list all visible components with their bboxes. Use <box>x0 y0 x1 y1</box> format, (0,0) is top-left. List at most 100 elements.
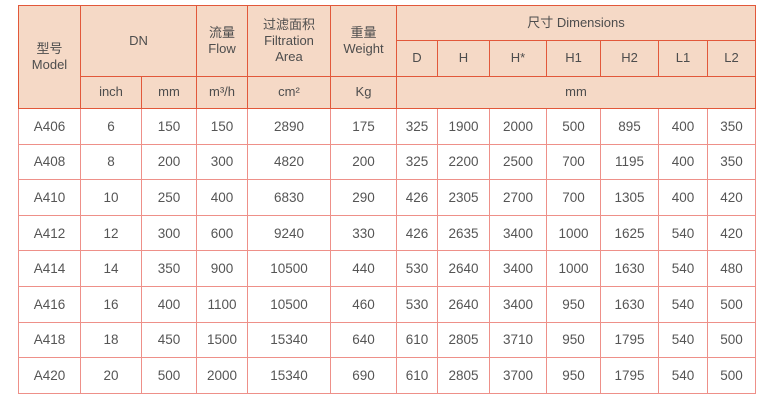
value-cell: 1795 <box>600 357 659 394</box>
value-cell: 640 <box>330 321 397 359</box>
header-dim-l2: L2 <box>706 40 757 77</box>
value-cell: 895 <box>600 108 659 145</box>
value-cell: 610 <box>396 321 438 359</box>
value-cell: 2500 <box>489 143 547 181</box>
value-cell: 530 <box>396 285 438 323</box>
value-cell: 150 <box>196 108 248 145</box>
value-cell: 3400 <box>489 250 547 287</box>
value-cell: 610 <box>396 357 438 394</box>
value-cell: 10 <box>80 179 142 216</box>
unit-dimensions-mm: mm <box>395 76 757 109</box>
value-cell: 15340 <box>247 357 331 394</box>
model-cell: A418 <box>18 321 81 359</box>
table-row: A412 12 300 600 9240 330 426 2635 3400 1000 1625 54… <box>18 214 757 252</box>
header-dimensions: 尺寸 Dimensions <box>395 5 757 41</box>
value-cell: 540 <box>658 250 708 287</box>
value-cell: 10500 <box>247 250 331 287</box>
value-cell: 426 <box>396 214 438 252</box>
value-cell: 420 <box>706 214 757 252</box>
unit-mm: mm <box>141 76 197 109</box>
value-cell: 325 <box>396 143 438 181</box>
value-cell: 20 <box>80 357 142 394</box>
value-cell: 18 <box>80 321 142 359</box>
value-cell: 8 <box>80 143 142 181</box>
header-dim-hstar: H* <box>489 40 547 77</box>
value-cell: 290 <box>330 179 397 216</box>
value-cell: 950 <box>546 285 601 323</box>
value-cell: 14 <box>80 250 142 287</box>
value-cell: 2305 <box>437 179 490 216</box>
header-row-2: D H H* H1 H2 L1 L2 <box>19 40 757 77</box>
value-cell: 700 <box>546 143 601 181</box>
value-cell: 3710 <box>489 321 547 359</box>
value-cell: 540 <box>658 321 708 359</box>
value-cell: 1305 <box>600 179 659 216</box>
value-cell: 420 <box>706 179 757 216</box>
value-cell: 9240 <box>247 214 331 252</box>
value-cell: 350 <box>706 143 757 181</box>
value-cell: 400 <box>196 179 248 216</box>
value-cell: 500 <box>141 357 197 394</box>
value-cell: 460 <box>330 285 397 323</box>
value-cell: 700 <box>546 179 601 216</box>
value-cell: 1795 <box>600 321 659 359</box>
table-body: A406 6 150 150 2890 175 325 1900 2000 500 895 400 35… <box>18 108 757 394</box>
header-dim-l1: L1 <box>658 40 708 77</box>
value-cell: 530 <box>396 250 438 287</box>
table-row: A410 10 250 400 6830 290 426 2305 2700 700 1305 400… <box>18 179 757 216</box>
value-cell: 600 <box>196 214 248 252</box>
header-dim-h: H <box>437 40 490 77</box>
value-cell: 500 <box>546 108 601 145</box>
value-cell: 426 <box>396 179 438 216</box>
value-cell: 2635 <box>437 214 490 252</box>
value-cell: 15340 <box>247 321 331 359</box>
value-cell: 400 <box>141 285 197 323</box>
value-cell: 2700 <box>489 179 547 216</box>
header-row-1: 型号 Model DN 流量 Flow 过滤面积 Filtration Area… <box>18 5 757 109</box>
value-cell: 350 <box>706 108 757 145</box>
table-row: A408 8 200 300 4820 200 325 2200 2500 700 1195 400 3… <box>18 143 757 181</box>
value-cell: 325 <box>396 108 438 145</box>
value-cell: 4820 <box>247 143 331 181</box>
value-cell: 950 <box>546 357 601 394</box>
table-row: A406 6 150 150 2890 175 325 1900 2000 500 895 400 35… <box>18 108 757 145</box>
value-cell: 2000 <box>196 357 248 394</box>
header-flow: 流量 Flow <box>196 5 248 77</box>
value-cell: 16 <box>80 285 142 323</box>
header-model: 型号 Model <box>18 5 81 109</box>
value-cell: 500 <box>706 357 757 394</box>
model-cell: A420 <box>18 357 81 394</box>
model-cell: A410 <box>18 179 81 216</box>
value-cell: 2640 <box>437 285 490 323</box>
value-cell: 350 <box>141 250 197 287</box>
specification-table: 型号 Model DN 流量 Flow 过滤面积 Filtration Area… <box>18 5 757 394</box>
header-dim-h1: H1 <box>546 40 601 77</box>
value-cell: 3700 <box>489 357 547 394</box>
value-cell: 2805 <box>437 321 490 359</box>
model-cell: A416 <box>18 285 81 323</box>
value-cell: 1100 <box>196 285 248 323</box>
value-cell: 200 <box>141 143 197 181</box>
value-cell: 175 <box>330 108 397 145</box>
value-cell: 450 <box>141 321 197 359</box>
value-cell: 400 <box>658 179 708 216</box>
value-cell: 2200 <box>437 143 490 181</box>
table-row: A414 14 350 900 10500 440 530 2640 3400 1000 1630 5… <box>18 250 757 287</box>
header-weight: 重量 Weight <box>330 5 397 77</box>
unit-area: cm² <box>247 76 331 109</box>
value-cell: 330 <box>330 214 397 252</box>
model-cell: A408 <box>18 143 81 181</box>
value-cell: 1000 <box>546 250 601 287</box>
value-cell: 1630 <box>600 250 659 287</box>
value-cell: 300 <box>196 143 248 181</box>
value-cell: 6 <box>80 108 142 145</box>
value-cell: 2000 <box>489 108 547 145</box>
value-cell: 440 <box>330 250 397 287</box>
header-filtration-area: 过滤面积 Filtration Area <box>247 5 331 77</box>
value-cell: 480 <box>706 250 757 287</box>
value-cell: 1900 <box>437 108 490 145</box>
table-header: 型号 Model DN 流量 Flow 过滤面积 Filtration Area… <box>18 5 757 109</box>
value-cell: 540 <box>658 285 708 323</box>
value-cell: 250 <box>141 179 197 216</box>
